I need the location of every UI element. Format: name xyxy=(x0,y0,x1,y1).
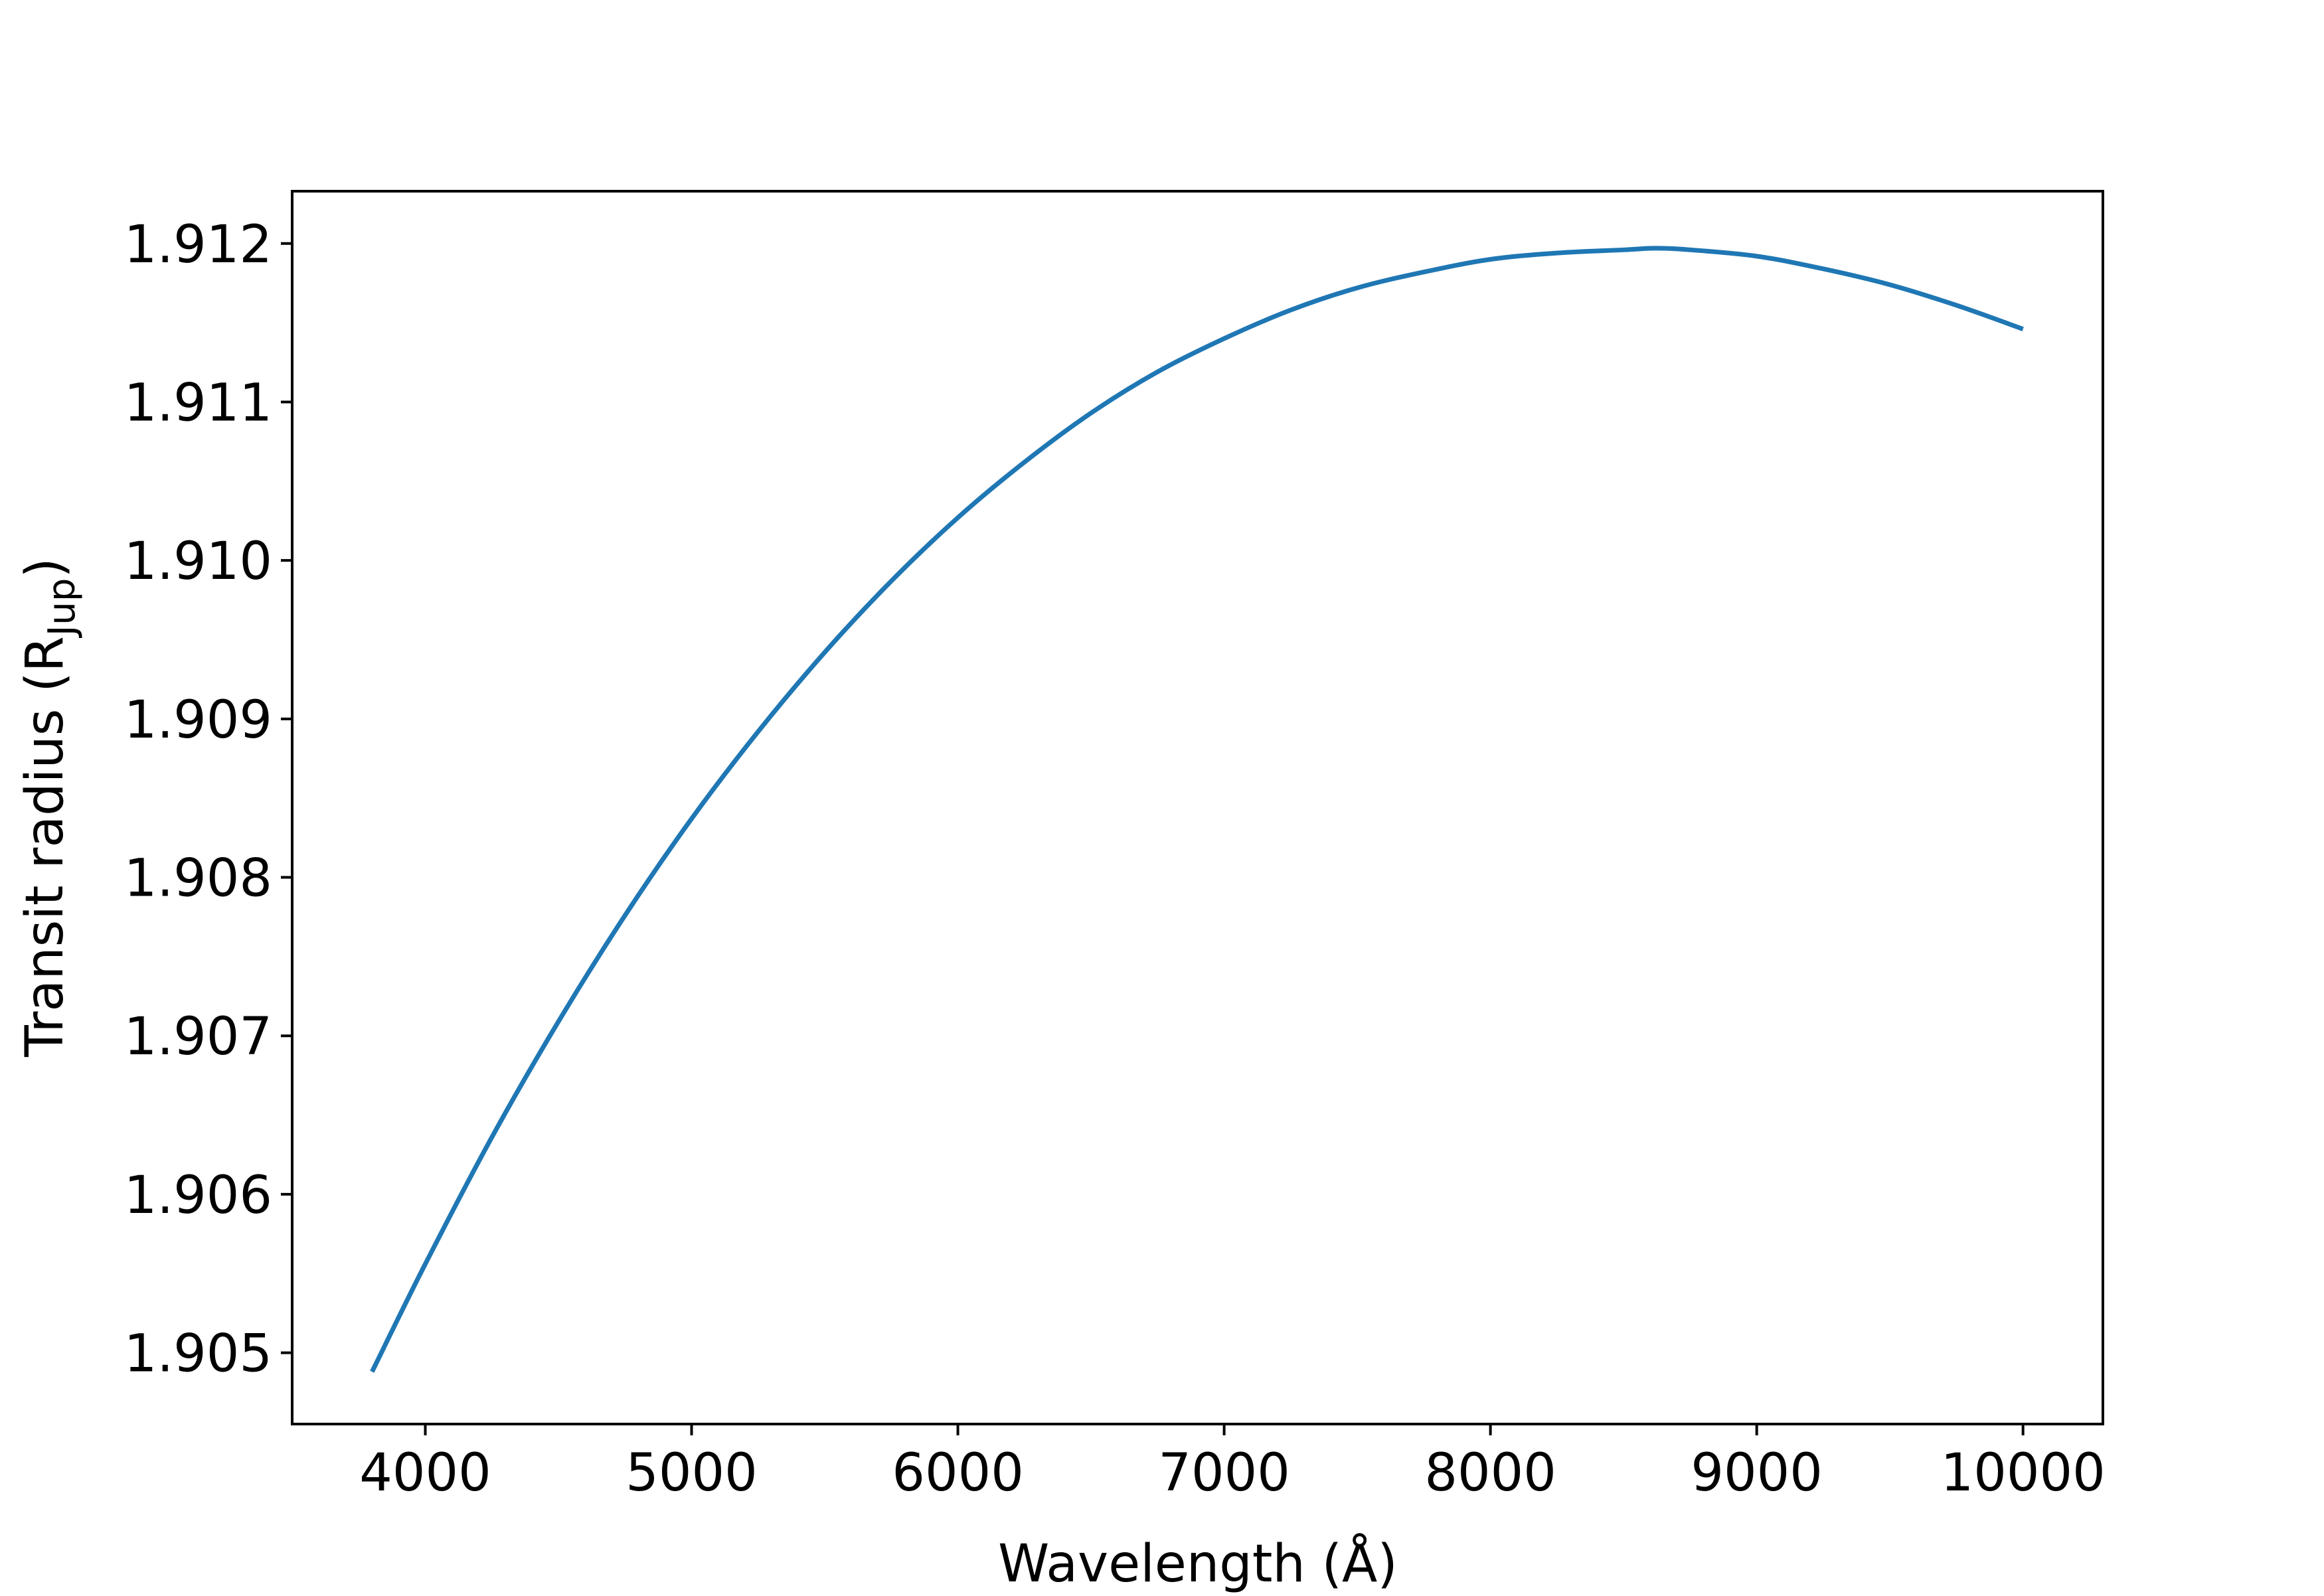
series-layer xyxy=(370,246,2024,1373)
x-axis-ticks: 4000 5000 6000 7000 8000 9000 10000 xyxy=(359,1424,2106,1503)
x-tick-label: 7000 xyxy=(1158,1443,1290,1503)
y-axis-label-main: Transit radius (R xyxy=(15,636,75,1058)
x-tick-label: 4000 xyxy=(359,1443,491,1503)
plot-area-frame xyxy=(291,190,2104,1425)
y-tick-label: 1.907 xyxy=(124,1007,272,1067)
y-tick-label: 1.910 xyxy=(124,532,272,592)
y-axis-ticks: 1.905 1.906 1.907 1.908 1.909 1.910 1.911 1.912 xyxy=(124,215,292,1384)
y-tick-label: 1.909 xyxy=(124,690,272,750)
x-tick-label: 5000 xyxy=(625,1443,758,1503)
x-tick-label: 10000 xyxy=(1941,1443,2106,1503)
y-tick-label: 1.905 xyxy=(124,1324,272,1384)
x-tick-label: 8000 xyxy=(1424,1443,1556,1503)
y-tick-label: 1.912 xyxy=(124,215,272,275)
y-axis-label: Transit radius (RJup) xyxy=(15,558,84,1058)
y-axis-label-subscript: Jup xyxy=(41,578,84,639)
x-tick-label: 6000 xyxy=(892,1443,1024,1503)
y-tick-label: 1.908 xyxy=(124,849,272,909)
y-axis-label-close: ) xyxy=(15,558,75,578)
x-axis-label: Wavelength (Å) xyxy=(998,1533,1398,1593)
y-tick-label: 1.906 xyxy=(124,1166,272,1226)
y-tick-label: 1.911 xyxy=(124,373,272,433)
series-line-1 xyxy=(370,246,2024,1373)
x-tick-label: 9000 xyxy=(1691,1443,1823,1503)
